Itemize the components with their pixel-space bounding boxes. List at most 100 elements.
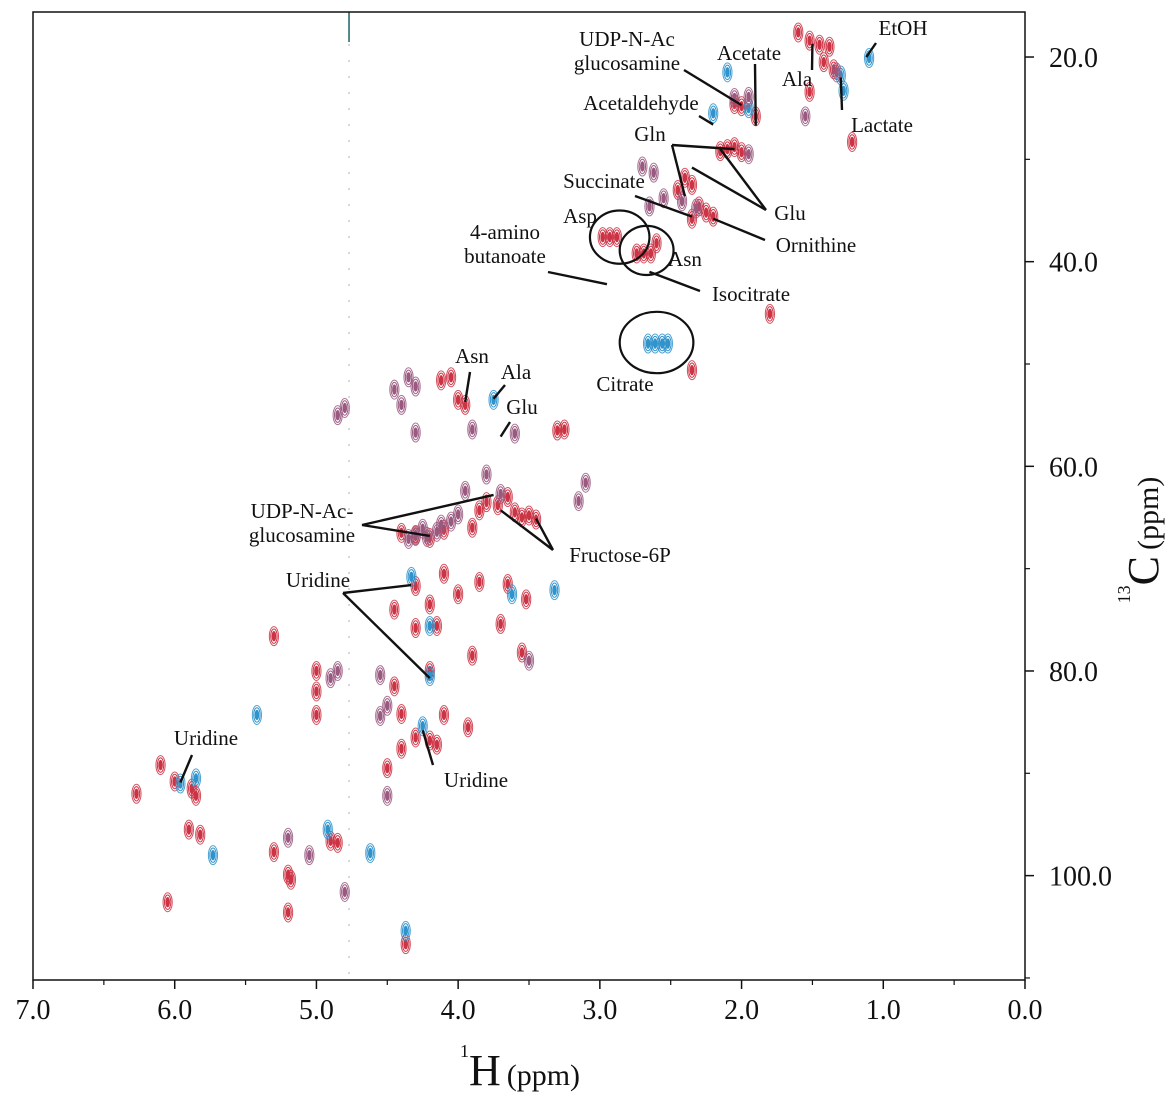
peak-red [645, 243, 656, 264]
annotation-label: Uridine [286, 568, 350, 592]
peak-blue [424, 615, 435, 636]
peak-red [708, 206, 719, 227]
peak-purple [509, 423, 520, 444]
peak-purple [410, 422, 421, 443]
peak-red [597, 227, 608, 248]
peak-blue [657, 333, 668, 354]
peak-purple [339, 882, 350, 902]
peak-red [382, 758, 393, 779]
circle-asp [588, 209, 651, 265]
leader-line [499, 421, 512, 438]
annotation-label: Gln [634, 122, 666, 146]
peak-purple [410, 376, 421, 397]
peak-blue [506, 584, 518, 605]
peak-red [847, 131, 858, 152]
leader-line [342, 583, 412, 595]
x-axis-ticks: 7.0 6.0 5.0 4.0 3.0 2.0 1.0 0.0 [16, 980, 1043, 1026]
leader-line [691, 166, 767, 212]
peak-purple [523, 650, 535, 671]
y-axis-label-sup: 13 [1114, 585, 1134, 603]
x-tick-label: 4.0 [441, 995, 476, 1026]
peak-blue [207, 845, 219, 866]
annotation-label: Lactate [851, 113, 913, 137]
peak-red [467, 517, 478, 538]
annotation-label: Glu [506, 395, 538, 419]
x-tick-label: 7.0 [16, 995, 51, 1026]
peak-red [410, 727, 421, 748]
peak-red [804, 81, 815, 102]
peak-red [155, 755, 166, 776]
peak-red [396, 738, 407, 759]
peak-purple [332, 405, 343, 426]
peak-red [814, 34, 825, 55]
leader-line [342, 592, 431, 679]
y-tick-label: 80.0 [1049, 657, 1098, 688]
leader-line [634, 194, 693, 218]
peak-purple [481, 464, 492, 485]
leader-line [683, 68, 743, 107]
peak-red [438, 704, 450, 725]
leader-line [649, 270, 701, 293]
peak-red [462, 717, 474, 738]
peak-blue [406, 566, 417, 587]
peak-purple [325, 668, 336, 689]
peak-purple [691, 198, 702, 219]
leader-line [698, 114, 714, 126]
peak-purple [676, 191, 688, 212]
peak-red [764, 303, 776, 324]
peak-red [445, 367, 457, 388]
x-tick-label: 2.0 [724, 995, 759, 1026]
peak-red [824, 36, 835, 57]
peak-blue [365, 843, 376, 864]
y-tick-label: 40.0 [1049, 248, 1098, 279]
peak-red [183, 819, 194, 840]
peak-blue [175, 773, 186, 794]
annotation-label: Asn [455, 344, 489, 368]
peak-purple [648, 162, 659, 183]
peak-purple [396, 394, 407, 415]
peak-red [431, 615, 442, 636]
peak-red [282, 902, 294, 923]
peak-red [474, 571, 485, 592]
peak-red [686, 174, 698, 195]
peak-purple [573, 491, 584, 512]
leader-line [865, 42, 877, 58]
peak-purple [382, 695, 393, 716]
peak-blue [722, 62, 733, 83]
peak-red [438, 563, 450, 584]
circle-citrate [618, 310, 695, 375]
peak-purple [800, 106, 811, 127]
annotation-label: Succinate [563, 169, 645, 193]
peak-purple [495, 483, 506, 504]
peak-blue [708, 103, 719, 124]
peak-red [195, 824, 206, 845]
peak-red [131, 783, 142, 804]
leader-line [753, 63, 757, 126]
peak-purple [580, 472, 591, 493]
x-axis-label: 1H (ppm) [460, 1041, 580, 1093]
peak-blue [650, 333, 661, 354]
peak-red [162, 892, 173, 913]
peak-red [552, 420, 563, 441]
peak-blue [642, 333, 654, 354]
annotation-label: Glu [774, 201, 806, 225]
annotation-label: Uridine [444, 768, 508, 792]
peak-blue [251, 704, 263, 725]
peak-red [604, 227, 615, 248]
leader-line [492, 384, 506, 400]
peak-purple [831, 62, 842, 83]
peak-purple [375, 665, 386, 686]
peak-red [495, 613, 506, 634]
peak-purple [431, 521, 442, 542]
peak-red [431, 734, 442, 755]
peak-blue [322, 819, 333, 840]
annotation-label: UDP-N-Ac-glucosamine [249, 499, 355, 547]
peak-red [311, 681, 322, 702]
peak-red [436, 370, 447, 391]
annotation-labels-layer: UDP-N-Ac glucosamine Acetate EtOH Ala Lactate… [174, 16, 928, 792]
peak-purple [467, 419, 478, 440]
peak-red [736, 142, 747, 163]
y-axis-label: 13C (ppm) [1114, 477, 1166, 604]
peak-blue [190, 768, 202, 789]
